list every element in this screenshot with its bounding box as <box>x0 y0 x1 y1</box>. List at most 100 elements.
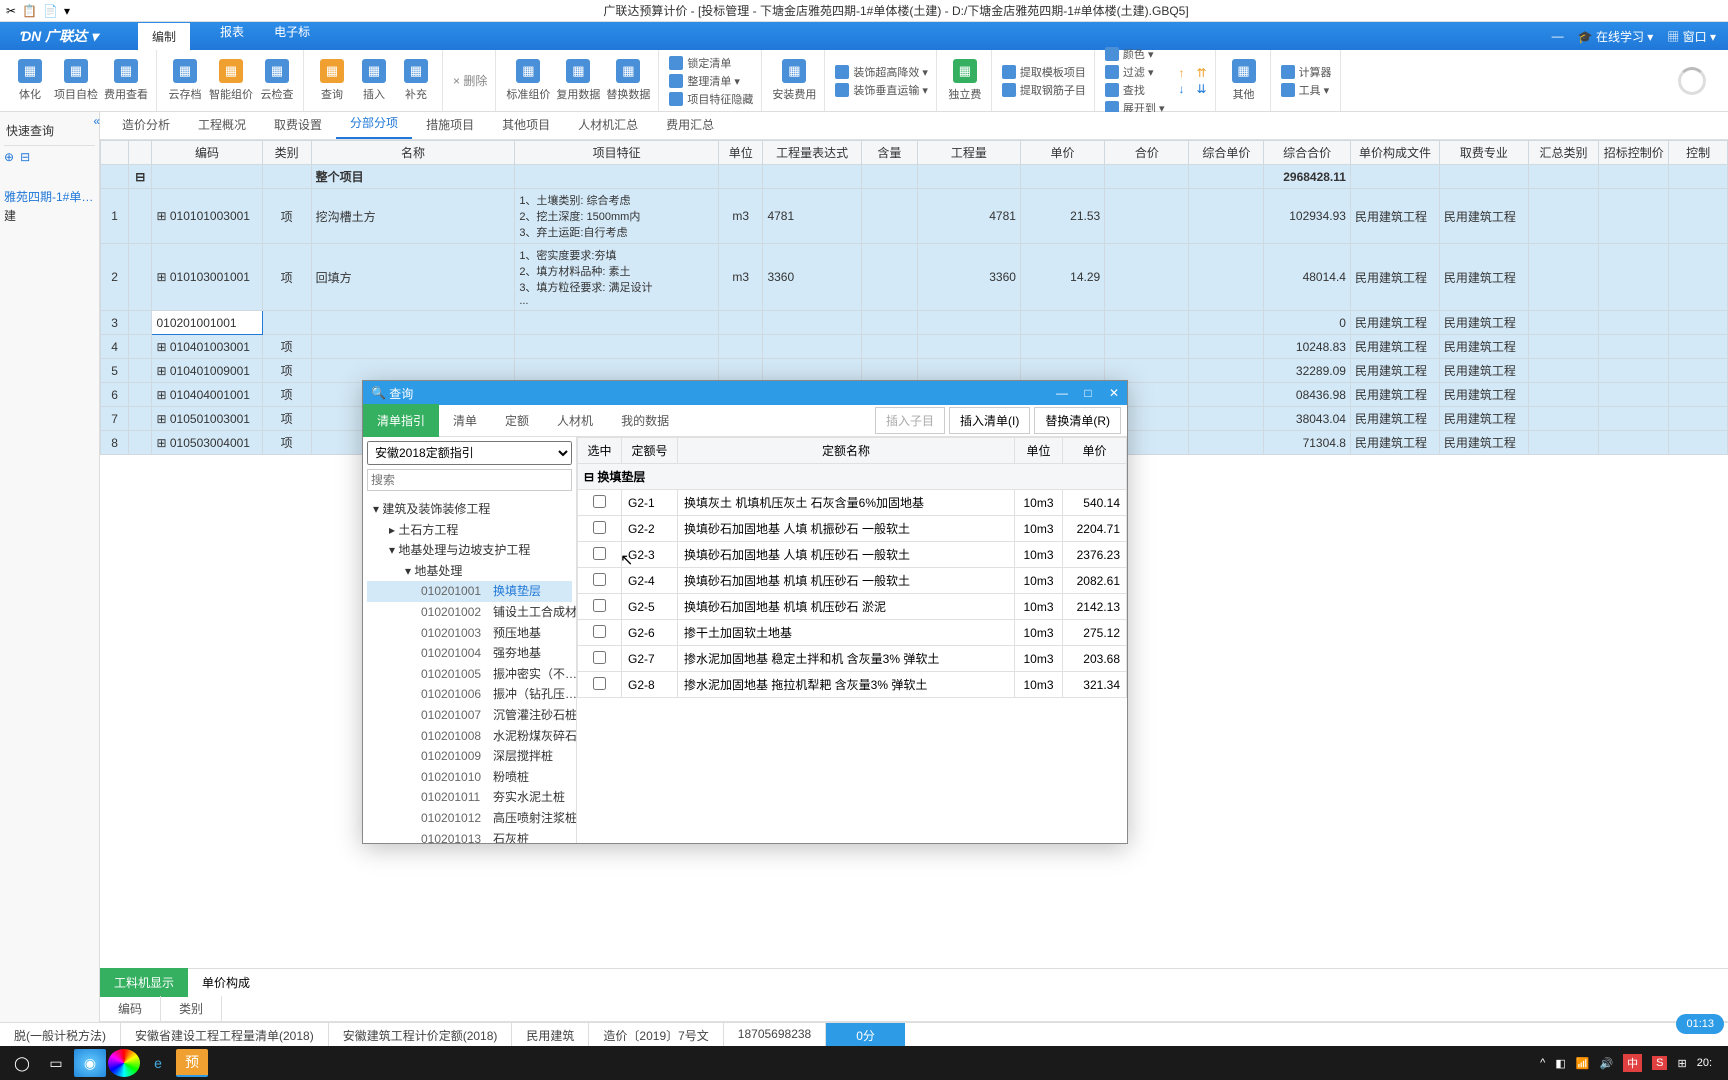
toolbar-计算器[interactable]: 计算器 <box>1281 64 1332 80</box>
tree-node[interactable]: ▾ 建筑及装饰装修工程 <box>367 499 572 520</box>
toolbar-工具 ▾[interactable]: 工具 ▾ <box>1281 82 1332 98</box>
collapse2-icon[interactable]: ⊟ <box>20 150 30 164</box>
toolbar-装饰垂直运输 ▾[interactable]: 装饰垂直运输 ▾ <box>835 82 928 98</box>
down-icon[interactable]: ↓ <box>1179 82 1185 96</box>
tree-node[interactable]: 010201001换填垫层 <box>367 581 572 602</box>
subtab-1[interactable]: 工程概况 <box>184 110 260 139</box>
norm-tree[interactable]: ▾ 建筑及装饰装修工程▸ 土石方工程▾ 地基处理与边坡支护工程▾ 地基处理010… <box>363 495 576 843</box>
tree-node[interactable]: 010201006振冲（钻孔压… <box>367 684 572 705</box>
dialog-tab-0[interactable]: 清单指引 <box>363 404 439 437</box>
project-node[interactable]: 雅苑四期-1#单… <box>4 188 95 205</box>
row-check[interactable] <box>593 521 606 534</box>
row-check[interactable] <box>593 651 606 664</box>
tree-node[interactable]: 010201011夯实水泥土桩 <box>367 787 572 808</box>
row-check[interactable] <box>593 599 606 612</box>
list-row[interactable]: G2-3换填砂石加固地基 人填 机压砂石 一般软土10m32376.23 <box>578 542 1127 568</box>
insert-list-button[interactable]: 插入清单(I) <box>949 407 1030 434</box>
app-3-icon[interactable]: e <box>142 1049 174 1077</box>
tree-node[interactable]: 010201003预压地基 <box>367 623 572 644</box>
list-row[interactable]: G2-5换填砂石加固地基 机填 机压砂石 淤泥10m32142.13 <box>578 594 1127 620</box>
project-subnode[interactable]: 建 <box>4 207 95 224</box>
col-工程量[interactable]: 工程量 <box>917 141 1020 165</box>
bottom-tab-0[interactable]: 工料机显示 <box>100 968 188 997</box>
toolbar-替换数据[interactable]: ▦替换数据 <box>606 59 650 102</box>
col-控制[interactable]: 控制 <box>1669 141 1728 165</box>
dialog-tab-1[interactable]: 清单 <box>439 404 491 437</box>
tree-node[interactable]: 010201007沉管灌注砂石桩 <box>367 705 572 726</box>
col-合价[interactable]: 合价 <box>1105 141 1189 165</box>
collapse-icon[interactable]: « <box>93 114 100 128</box>
help-dash[interactable]: — <box>1552 29 1564 43</box>
tree-node[interactable]: 010201004强夯地基 <box>367 643 572 664</box>
col-汇总类别[interactable]: 汇总类别 <box>1528 141 1598 165</box>
tree-node[interactable]: 010201008水泥粉煤灰碎石桩 <box>367 726 572 747</box>
bottom-tab-1[interactable]: 单价构成 <box>188 968 264 997</box>
replace-list-button[interactable]: 替换清单(R) <box>1034 407 1121 434</box>
tree-node[interactable]: 010201012高压喷射注浆桩 <box>367 808 572 829</box>
subtab-7[interactable]: 费用汇总 <box>652 110 728 139</box>
col-单位[interactable]: 单位 <box>718 141 762 165</box>
cut-icon[interactable]: ✂ <box>6 4 16 18</box>
list-row[interactable]: G2-1换填灰土 机填机压灰土 石灰含量6%加固地基10m3540.14 <box>578 490 1127 516</box>
col-名称[interactable]: 名称 <box>311 141 515 165</box>
toolbar-项目特征隐藏[interactable]: 项目特征隐藏 <box>669 91 753 107</box>
dialog-titlebar[interactable]: 🔍 查询 — □ ✕ <box>363 381 1127 405</box>
col-编码[interactable]: 编码 <box>152 141 262 165</box>
tree-node[interactable]: ▾ 地基处理 <box>367 561 572 582</box>
online-study[interactable]: 🎓 在线学习 ▾ <box>1578 28 1654 45</box>
col-[interactable] <box>129 141 152 165</box>
tree-node[interactable]: ▾ 地基处理与边坡支护工程 <box>367 540 572 561</box>
toolbar-体化[interactable]: ▦体化 <box>12 59 48 102</box>
col-取费专业[interactable]: 取费专业 <box>1439 141 1528 165</box>
app-4-icon[interactable]: 预 <box>176 1049 208 1077</box>
row-check[interactable] <box>593 573 606 586</box>
col-综合合价[interactable]: 综合合价 <box>1264 141 1351 165</box>
col-综合单价[interactable]: 综合单价 <box>1189 141 1264 165</box>
tree-node[interactable]: 010201009深层搅拌桩 <box>367 746 572 767</box>
score-cell[interactable]: 0分 <box>826 1023 905 1046</box>
list-row[interactable]: G2-8掺水泥加固地基 拖拉机犁耙 含灰量3% 弹软土10m3321.34 <box>578 672 1127 698</box>
paste-icon[interactable]: 📄 <box>43 4 58 18</box>
subtab-4[interactable]: 措施项目 <box>412 110 488 139</box>
col-单价构成文件[interactable]: 单价构成文件 <box>1350 141 1439 165</box>
toolbar-费用查看[interactable]: ▦费用查看 <box>104 59 148 102</box>
toolbar-插入[interactable]: ▦插入 <box>356 59 392 102</box>
copy-icon[interactable]: 📋 <box>22 4 37 18</box>
subtab-5[interactable]: 其他项目 <box>488 110 564 139</box>
toolbar-云存档[interactable]: ▦云存档 <box>167 59 203 102</box>
col-项目特征[interactable]: 项目特征 <box>515 141 719 165</box>
toolbar-复用数据[interactable]: ▦复用数据 <box>556 59 600 102</box>
start-icon[interactable]: ◯ <box>6 1049 38 1077</box>
list-row[interactable]: G2-2换填砂石加固地基 人填 机振砂石 一般软土10m32204.71 <box>578 516 1127 542</box>
tree-node[interactable]: 010201010粉喷桩 <box>367 767 572 788</box>
col-含量[interactable]: 含量 <box>861 141 917 165</box>
up-icon[interactable]: ↑ <box>1179 66 1185 80</box>
down2-icon[interactable]: ⇊ <box>1197 82 1207 96</box>
dialog-max-icon[interactable]: □ <box>1075 386 1101 400</box>
col-工程量表达式[interactable]: 工程量表达式 <box>763 141 861 165</box>
search-input[interactable] <box>367 469 572 491</box>
table-row[interactable]: 30102010010010民用建筑工程民用建筑工程 <box>101 311 1728 335</box>
subtab-3[interactable]: 分部分项 <box>336 108 412 139</box>
col-类别[interactable]: 类别 <box>262 141 311 165</box>
col-招标控制价[interactable]: 招标控制价 <box>1599 141 1669 165</box>
dialog-tab-2[interactable]: 定额 <box>491 404 543 437</box>
tree-node[interactable]: 010201013石灰桩 <box>367 829 572 844</box>
subtab-2[interactable]: 取费设置 <box>260 110 336 139</box>
list-row[interactable]: G2-4换填砂石加固地基 机填 机压砂石 一般软土10m32082.61 <box>578 568 1127 594</box>
subtab-6[interactable]: 人材机汇总 <box>564 110 652 139</box>
app-1-icon[interactable]: ◉ <box>74 1049 106 1077</box>
tree-node[interactable]: 010201002铺设土工合成材料 <box>367 602 572 623</box>
list-row[interactable]: G2-6掺干土加固软土地基10m3275.12 <box>578 620 1127 646</box>
norm-select[interactable]: 安徽2018定额指引 <box>367 441 572 465</box>
up2-icon[interactable]: ⇈ <box>1197 66 1207 80</box>
col-[interactable] <box>101 141 129 165</box>
toolbar-安装费用[interactable]: ▦安装费用 <box>772 59 816 102</box>
dialog-tab-4[interactable]: 我的数据 <box>607 404 683 437</box>
delete-button[interactable]: × 删除 <box>453 72 487 89</box>
norm-list-table[interactable]: 选中定额号定额名称单位单价 ⊟ 换填垫层G2-1换填灰土 机填机压灰土 石灰含量… <box>577 437 1127 698</box>
toolbar-查找[interactable]: 查找 <box>1105 82 1165 98</box>
table-row[interactable]: 1⊞ 010101003001项挖沟槽土方1、土壤类别: 综合考虑 2、挖土深度… <box>101 189 1728 244</box>
ribbon-tab-ebid[interactable]: 电子标 <box>274 23 310 50</box>
toolbar-其他[interactable]: ▦其他 <box>1226 59 1262 102</box>
